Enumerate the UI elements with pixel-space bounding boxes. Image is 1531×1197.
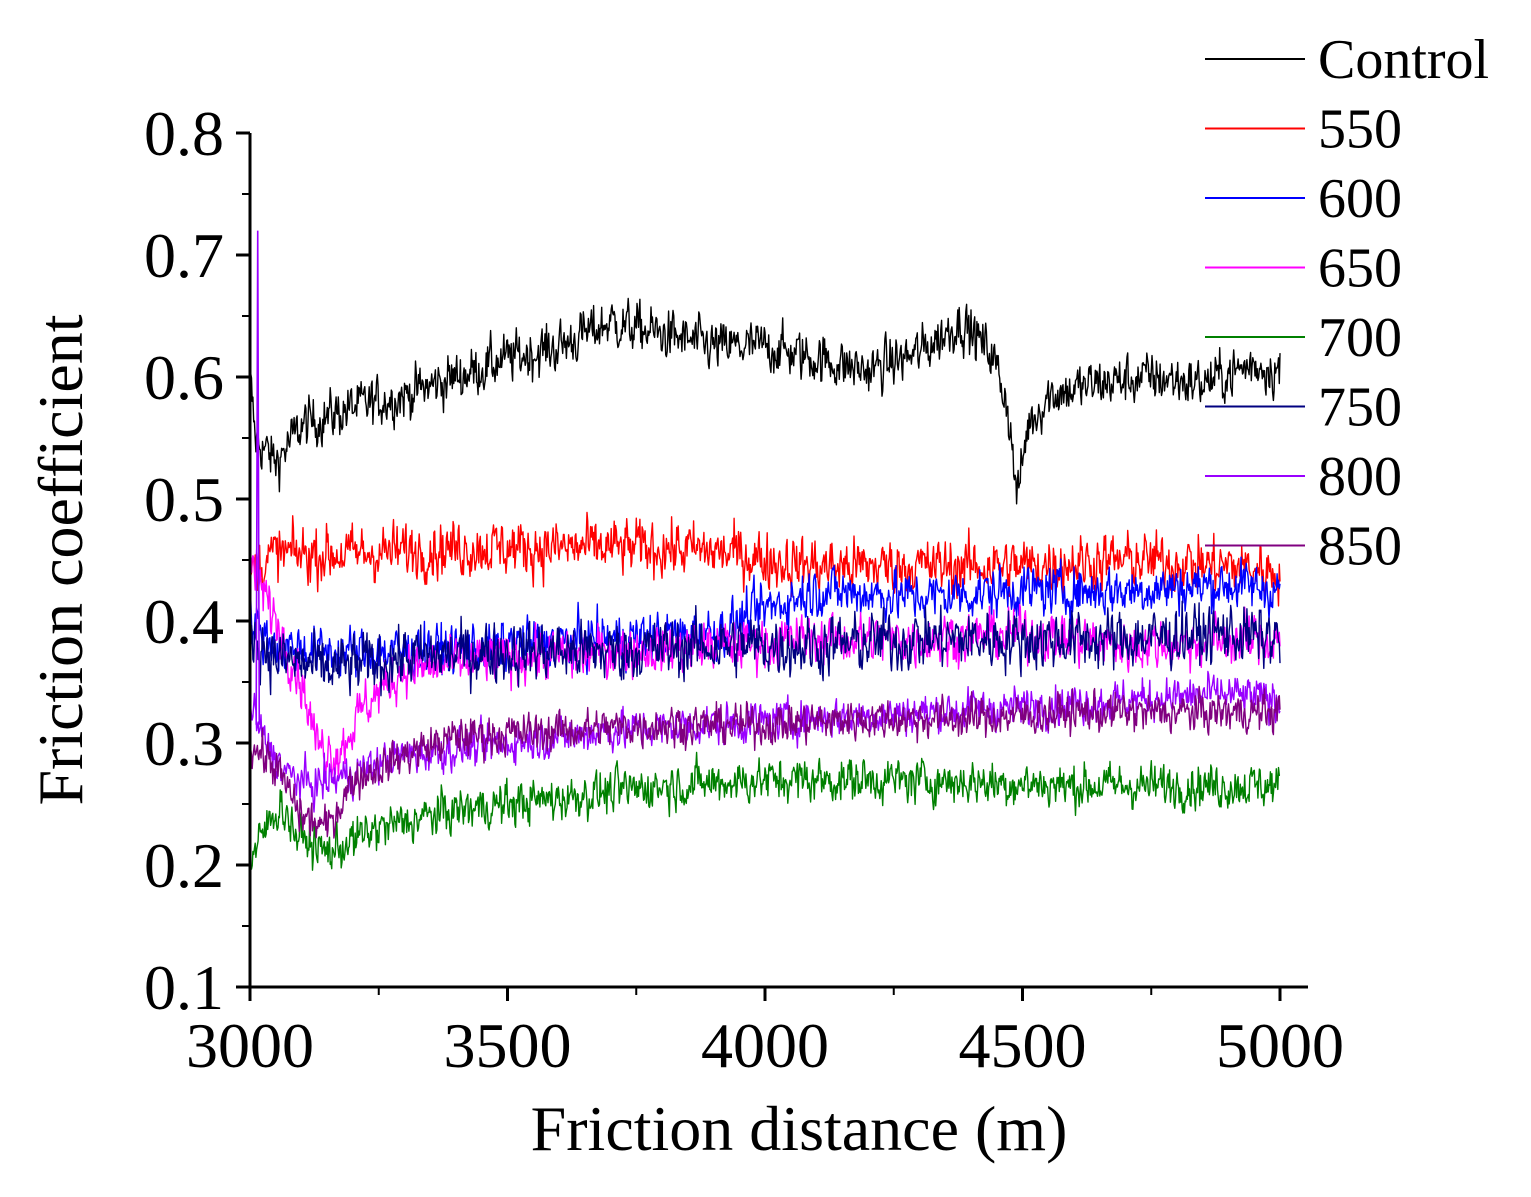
y-tick-label: 0.6 xyxy=(144,342,224,413)
y-tick-label: 0.2 xyxy=(144,830,224,901)
series-line-550 xyxy=(249,511,1281,607)
series-line-650 xyxy=(249,549,1281,780)
series-layer xyxy=(249,230,1281,879)
series-line-control xyxy=(249,297,1281,505)
x-tick-label: 3500 xyxy=(444,1010,572,1081)
y-tick-label: 0.3 xyxy=(144,708,224,779)
y-tick-label: 0.5 xyxy=(144,464,224,535)
legend-label-800: 800 xyxy=(1318,446,1402,508)
series-line-850 xyxy=(249,685,1281,839)
series-line-750 xyxy=(249,600,1281,697)
x-tick-label: 3000 xyxy=(186,1010,314,1081)
legend-label-750: 750 xyxy=(1318,377,1402,439)
y-tick-label: 0.1 xyxy=(144,952,224,1023)
legend-label-550: 550 xyxy=(1318,99,1402,161)
series-line-800 xyxy=(249,670,1281,813)
legend-label-700: 700 xyxy=(1318,307,1402,369)
legend-label-650: 650 xyxy=(1318,238,1402,300)
y-tick-label: 0.7 xyxy=(144,220,224,291)
x-axis-title: Friction distance (m) xyxy=(531,1093,1068,1164)
x-tick-label: 4500 xyxy=(959,1010,1087,1081)
axes-layer: 0.1 0.2 0.3 0.4 0.5 0.6 0.7 0.8 3000 3500 4000 4500… xyxy=(144,98,1344,1081)
y-tick-label: 0.4 xyxy=(144,586,224,657)
series-spike-800 xyxy=(255,230,261,725)
y-axis-title: Friction coefficient xyxy=(25,314,96,805)
series-line-700 xyxy=(249,751,1281,879)
x-tick-label: 4000 xyxy=(701,1010,829,1081)
legend-label-850: 850 xyxy=(1318,516,1402,578)
y-tick-label: 0.8 xyxy=(144,98,224,169)
legend-label-control: Control xyxy=(1318,29,1489,91)
x-tick-label: 5000 xyxy=(1216,1010,1344,1081)
legend-label-600: 600 xyxy=(1318,168,1402,230)
legend: Control 550 600 650 700 750 800 850 xyxy=(1205,29,1489,578)
